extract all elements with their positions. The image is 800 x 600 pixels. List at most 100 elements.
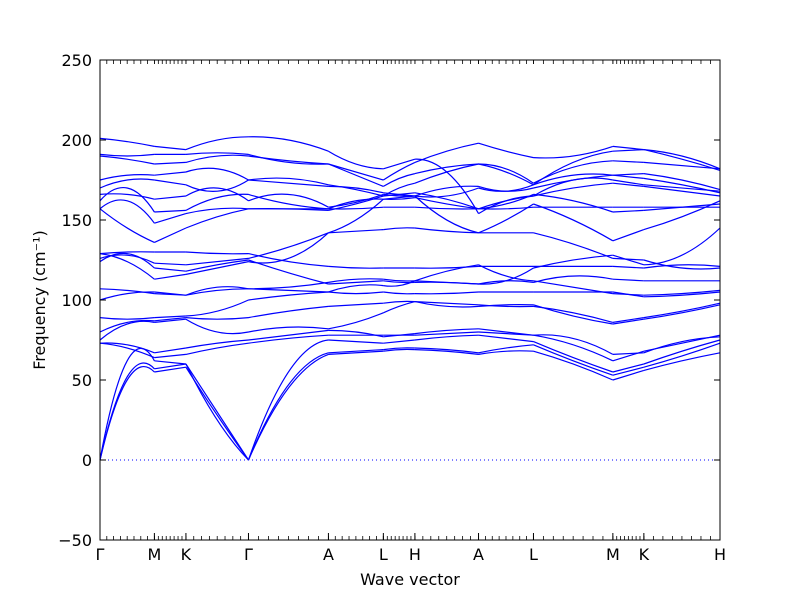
band-2-13	[185, 261, 249, 275]
band-10-8	[643, 289, 721, 296]
band-1-11	[154, 262, 186, 266]
band-0-2	[99, 348, 155, 461]
band-2-18	[185, 179, 249, 192]
band-6-7	[414, 291, 479, 295]
band-9-9	[612, 278, 644, 282]
band-5-6	[383, 300, 415, 304]
band-9-11	[612, 257, 644, 261]
band-0-8	[99, 291, 155, 301]
band-4-8	[328, 284, 384, 293]
band-1-18	[154, 179, 187, 186]
band-9-0	[612, 369, 645, 381]
band-4-5	[328, 312, 384, 330]
band-6-3	[414, 331, 479, 336]
band-8-3	[533, 334, 614, 362]
x-tick-label: M	[606, 545, 620, 564]
band-8-22	[533, 177, 613, 197]
band-9-21	[612, 145, 644, 151]
plot-frame	[99, 59, 721, 541]
band-8-20	[533, 150, 613, 186]
band-0-9	[99, 288, 155, 295]
band-8-0	[533, 350, 614, 381]
band-2-20	[185, 154, 249, 163]
band-3-10	[248, 259, 329, 285]
band-9-10	[612, 254, 645, 266]
band-1-0	[154, 366, 187, 373]
band-7-4	[478, 328, 534, 336]
band-6-13	[414, 195, 479, 234]
band-4-7	[328, 291, 384, 295]
band-3-8	[248, 288, 329, 293]
band-9-8	[612, 293, 644, 296]
band-1-4	[154, 347, 187, 354]
band-8-15	[533, 193, 614, 213]
x-tick-label: K	[639, 545, 650, 564]
band-1-13	[154, 273, 187, 280]
band-6-22	[414, 158, 480, 214]
band-0-15	[99, 199, 155, 224]
band-0-16	[99, 187, 155, 213]
band-2-14	[185, 208, 249, 229]
band-2-3	[185, 342, 249, 355]
band-10-20	[643, 149, 721, 171]
band-5-16	[383, 197, 415, 200]
band-1-7	[154, 315, 186, 319]
band-3-17	[248, 193, 329, 208]
band-7-13	[478, 203, 534, 234]
band-6-16	[414, 197, 479, 210]
band-0-11	[99, 254, 155, 264]
band-3-11	[248, 232, 329, 259]
band-4-18	[328, 185, 384, 194]
band-2-21	[185, 152, 249, 155]
band-6-5	[414, 301, 479, 308]
band-0-0	[99, 366, 155, 461]
band-2-10	[185, 259, 249, 272]
band-4-4	[328, 329, 384, 338]
band-5-9	[383, 278, 415, 282]
band-6-20	[414, 163, 479, 175]
band-10-11	[643, 259, 721, 270]
band-1-14	[154, 227, 187, 243]
band-4-20	[328, 163, 384, 187]
x-tick-label: A	[473, 545, 484, 564]
band-6-8	[414, 264, 479, 282]
x-tick-label: Γ	[96, 545, 105, 564]
band-3-20	[248, 155, 329, 165]
band-9-5	[612, 318, 644, 325]
band-0-18	[99, 178, 155, 189]
band-2-8	[185, 288, 249, 296]
band-3-13	[248, 232, 329, 264]
band-5-5	[383, 301, 416, 314]
band-0-21	[99, 153, 155, 157]
band-0-14	[99, 208, 155, 243]
band-7-18	[478, 184, 534, 192]
band-1-3	[154, 353, 186, 359]
band-7-22	[478, 195, 534, 215]
band-9-18	[612, 173, 644, 176]
band-1-6	[154, 317, 186, 322]
x-tick-label: L	[379, 545, 388, 564]
band-9-20	[612, 149, 644, 152]
band-7-5	[478, 304, 534, 307]
band-10-1	[643, 342, 721, 368]
band-2-12	[185, 251, 249, 255]
band-2-5	[185, 318, 249, 335]
band-2-1	[185, 363, 249, 461]
x-tick-label: H	[714, 545, 726, 564]
y-tick-label: 0	[82, 451, 92, 470]
band-1-15	[154, 213, 187, 224]
band-0-20	[99, 155, 155, 165]
band-8-9	[533, 275, 613, 283]
band-9-16	[612, 182, 644, 187]
band-3-1	[247, 352, 329, 461]
band-10-2	[643, 339, 721, 365]
band-0-4	[99, 342, 155, 354]
x-tick-label: A	[323, 545, 334, 564]
band-5-19	[383, 182, 416, 197]
band-2-19	[185, 167, 249, 181]
band-1-20	[154, 161, 186, 165]
band-3-0	[247, 353, 329, 461]
band-4-6	[328, 302, 384, 307]
band-10-22	[643, 184, 721, 192]
band-2-6	[185, 317, 249, 320]
